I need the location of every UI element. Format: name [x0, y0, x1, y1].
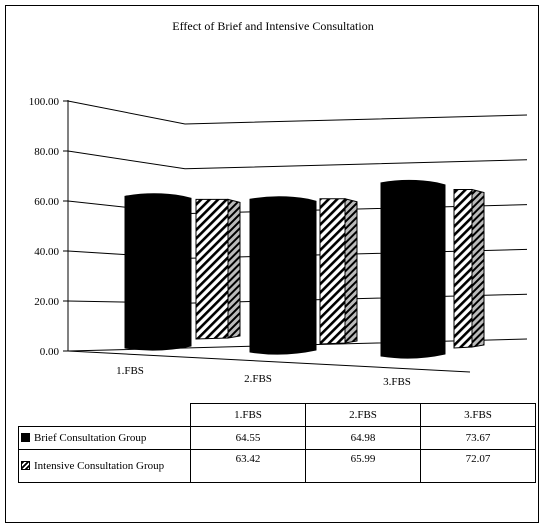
bar-brief: [124, 193, 192, 351]
table-cell: 73.67: [420, 426, 536, 450]
table-header-row: 1.FBS 2.FBS 3.FBS: [18, 403, 536, 427]
y-tick-label: 0.00: [40, 346, 60, 358]
table-cell: 64.55: [190, 426, 306, 450]
table-header-cell: 1.FBS: [190, 403, 306, 427]
table-header-cell: 2.FBS: [305, 403, 421, 427]
legend-entry-intensive: Intensive Consultation Group: [18, 449, 191, 483]
series-name: Brief Consultation Group: [34, 432, 147, 444]
bar-intensive: [195, 198, 229, 340]
y-tick-label: 60.00: [34, 196, 59, 208]
gridline: [67, 100, 528, 125]
y-tick-label: 40.00: [34, 246, 59, 258]
y-tick-label: 80.00: [34, 146, 59, 158]
table-cell: 72.07: [420, 449, 536, 483]
chart-plot: 0.00 20.00 40.00 60.00 80.00 100.00 1.FBS 2.FBS…: [29, 96, 528, 388]
bar-intensive: [453, 188, 473, 349]
bar-brief: [249, 196, 317, 355]
table-cell: 65.99: [305, 449, 421, 483]
y-tick-label: 100.00: [29, 96, 60, 108]
legend-swatch-hatched: [21, 461, 30, 470]
chart-frame: [5, 5, 539, 523]
bar-brief: [380, 179, 446, 359]
table-header-cell: 3.FBS: [420, 403, 536, 427]
bar-intensive-side: [471, 188, 485, 348]
bar-intensive: [319, 198, 346, 345]
bar-intensive-side: [227, 198, 241, 339]
table-cell: 64.98: [305, 426, 421, 450]
x-tick-label: 1.FBS: [116, 365, 144, 377]
table-cell: 63.42: [190, 449, 306, 483]
x-tick-label: 2.FBS: [244, 373, 272, 385]
table-row: Brief Consultation Group 64.55 64.98 73.…: [18, 426, 536, 450]
legend-entry-brief: Brief Consultation Group: [18, 426, 191, 450]
x-tick-label: 3.FBS: [383, 376, 411, 388]
y-tick-label: 20.00: [34, 296, 59, 308]
table-row: Intensive Consultation Group 63.42 65.99…: [18, 449, 536, 483]
gridline: [67, 150, 528, 170]
table-corner: [18, 403, 191, 427]
floor-front-edge: [67, 350, 471, 373]
data-table: 1.FBS 2.FBS 3.FBS Brief Consultation Gro…: [18, 403, 536, 483]
bar-intensive-side: [344, 198, 358, 344]
series-name: Intensive Consultation Group: [34, 460, 165, 472]
chart-title: Effect of Brief and Intensive Consultati…: [172, 19, 374, 33]
legend-swatch-black: [21, 433, 30, 442]
